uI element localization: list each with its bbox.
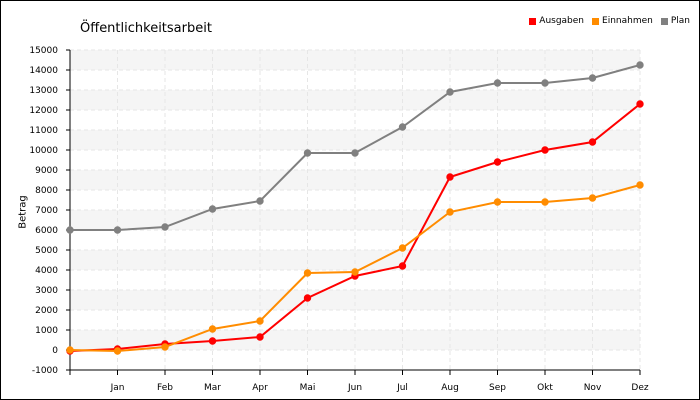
data-point-einnahmen <box>66 346 74 354</box>
data-point-ausgaben <box>303 294 312 302</box>
data-point-plan <box>66 226 74 234</box>
grid-band <box>70 290 640 310</box>
x-tick-label: Okt <box>537 383 553 393</box>
data-point-einnahmen <box>208 325 217 333</box>
data-point-plan <box>493 79 502 87</box>
data-point-einnahmen <box>493 198 502 206</box>
data-point-plan <box>303 149 312 157</box>
data-point-ausgaben <box>493 158 502 166</box>
data-point-plan <box>398 123 407 131</box>
data-point-einnahmen <box>351 268 359 276</box>
data-point-einnahmen <box>303 269 312 277</box>
data-point-einnahmen <box>256 317 264 325</box>
data-point-plan <box>256 197 264 205</box>
data-point-plan <box>351 149 359 157</box>
data-point-einnahmen <box>113 347 122 355</box>
data-point-ausgaben <box>541 146 549 154</box>
x-tick-label: Apr <box>252 383 268 393</box>
legend-item-ausgaben[interactable]: Ausgaben <box>529 16 584 26</box>
y-tick-label: 10000 <box>29 146 58 156</box>
data-point-einnahmen <box>161 343 169 351</box>
y-tick-label: 3000 <box>35 286 58 296</box>
x-tick-label: Mai <box>300 383 316 393</box>
y-tick-label: 2000 <box>35 306 58 316</box>
legend-swatch-einnahmen <box>592 17 600 25</box>
y-tick-label: 0 <box>52 346 58 356</box>
data-point-plan <box>113 226 122 234</box>
y-tick-label: 12000 <box>29 106 58 116</box>
data-point-ausgaben <box>588 138 597 146</box>
y-tick-label: 5000 <box>35 246 58 256</box>
y-tick-label: 13000 <box>29 86 58 96</box>
data-point-plan <box>161 223 169 231</box>
legend-swatch-ausgaben <box>529 17 537 25</box>
y-tick-label: 8000 <box>35 186 58 196</box>
x-tick-label: Mar <box>204 383 221 393</box>
data-point-ausgaben <box>398 262 407 270</box>
x-tick-label: Sep <box>489 383 506 393</box>
x-tick-label: Dez <box>631 383 648 393</box>
data-point-plan <box>588 74 597 82</box>
y-tick-label: 4000 <box>35 266 58 276</box>
legend-item-einnahmen[interactable]: Einnahmen <box>592 16 653 26</box>
data-point-einnahmen <box>588 194 597 202</box>
legend-swatch-plan <box>660 17 668 25</box>
y-tick-label: 6000 <box>35 226 58 236</box>
legend-label-plan: Plan <box>670 16 690 26</box>
data-point-ausgaben <box>636 100 644 108</box>
legend: Ausgaben Einnahmen Plan <box>529 16 690 26</box>
legend-label-ausgaben: Ausgaben <box>539 16 585 26</box>
chart-title: Öffentlichkeitsarbeit <box>80 21 212 36</box>
data-point-plan <box>208 205 217 213</box>
data-point-plan <box>541 79 549 87</box>
data-point-plan <box>446 88 454 96</box>
x-tick-label: Feb <box>157 383 173 393</box>
data-point-plan <box>636 61 644 69</box>
y-tick-label: 1000 <box>35 326 58 336</box>
legend-label-einnahmen: Einnahmen <box>602 16 653 26</box>
x-tick-label: Nov <box>584 383 602 393</box>
data-point-einnahmen <box>446 208 454 216</box>
y-tick-label: 7000 <box>35 206 58 216</box>
y-tick-label: 9000 <box>35 166 58 176</box>
y-tick-label: -1000 <box>32 366 58 376</box>
legend-item-plan[interactable]: Plan <box>660 16 690 26</box>
x-tick-label: Jul <box>396 383 408 393</box>
y-tick-label: 14000 <box>29 66 58 76</box>
y-tick-label: 15000 <box>29 46 58 56</box>
y-tick-label: 11000 <box>29 126 58 136</box>
x-tick-label: Aug <box>441 383 459 393</box>
data-point-ausgaben <box>256 333 264 341</box>
x-tick-label: Jun <box>347 383 362 393</box>
data-point-einnahmen <box>398 244 407 252</box>
x-tick-label: Jan <box>110 383 125 393</box>
data-point-einnahmen <box>636 181 644 189</box>
data-point-einnahmen <box>541 198 549 206</box>
grid-band <box>70 130 640 150</box>
data-point-ausgaben <box>208 337 217 345</box>
data-point-ausgaben <box>446 173 454 181</box>
